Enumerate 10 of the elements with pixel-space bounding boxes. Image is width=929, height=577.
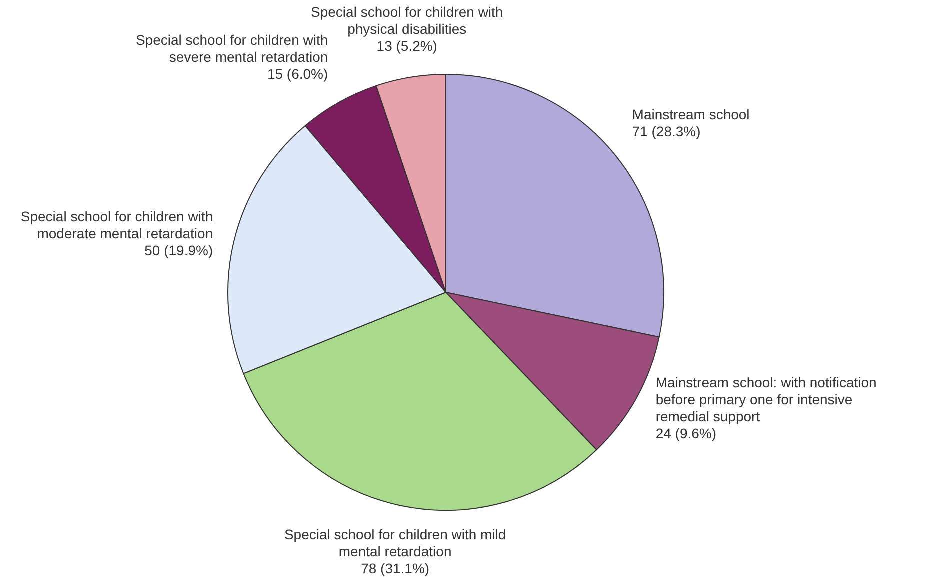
slice-label: Special school for children with moderate mental retardation	[20, 208, 214, 242]
data-label: 71 (28.3%)	[632, 124, 701, 140]
slice-label: Mainstream school: with notification before primary one for intensive remedial support	[656, 374, 877, 424]
data-label: 50 (19.9%)	[144, 242, 214, 258]
data-label: 13 (5.2%)	[376, 38, 438, 54]
slice-label: Mainstream school	[632, 106, 750, 123]
slice-label: Special school for children with mild mental retardation	[284, 526, 506, 560]
data-label: 78 (31.1%)	[361, 560, 430, 576]
data-label: 24 (9.6%)	[656, 425, 717, 442]
data-label: 15 (6.0%)	[267, 66, 328, 82]
